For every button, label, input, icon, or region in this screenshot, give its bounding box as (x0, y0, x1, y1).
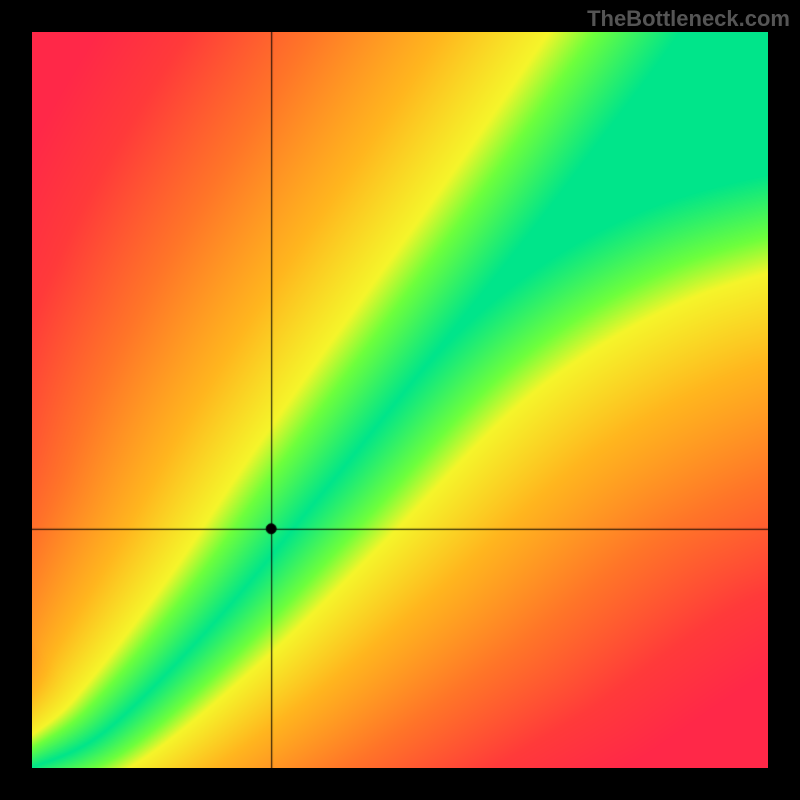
plot-area (32, 32, 768, 768)
chart-container: TheBottleneck.com (0, 0, 800, 800)
watermark-text: TheBottleneck.com (587, 6, 790, 32)
heatmap-canvas (32, 32, 768, 768)
